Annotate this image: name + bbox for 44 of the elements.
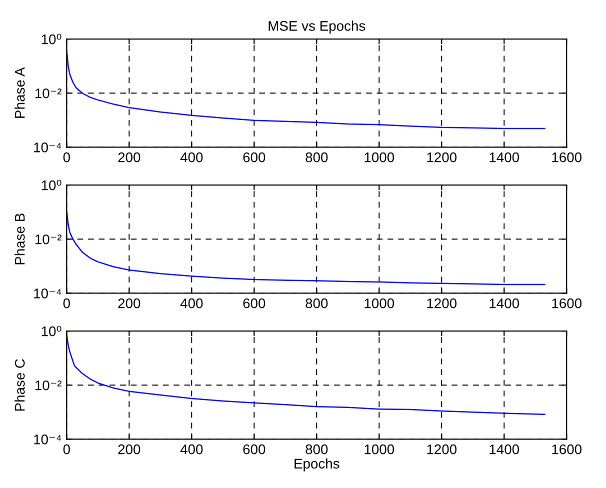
line-series xyxy=(66,334,546,415)
y-tick-label: 10⁻² xyxy=(35,234,62,244)
x-tick-label: 1200 xyxy=(427,298,457,308)
y-tick-label: 10⁰ xyxy=(42,34,62,44)
x-tick-label: 400 xyxy=(180,152,203,162)
x-tick-label: 600 xyxy=(243,444,266,454)
y-axis-title: Phase B xyxy=(14,214,25,264)
x-tick-label: 400 xyxy=(180,298,203,308)
x-tick-label: 200 xyxy=(118,152,140,162)
x-tick-label: 200 xyxy=(118,298,140,308)
x-tick-label: 800 xyxy=(306,298,328,308)
y-tick-label: 10⁰ xyxy=(42,180,62,190)
x-tick-label: 1400 xyxy=(490,444,520,454)
y-axis-title: Phase A xyxy=(14,67,25,118)
x-tick-label: 1400 xyxy=(490,152,520,162)
x-tick-label: 800 xyxy=(306,444,328,454)
y-tick-label: 10⁰ xyxy=(42,326,62,336)
x-tick-label: 1600 xyxy=(552,444,582,454)
x-tick-label: 600 xyxy=(243,152,266,162)
x-tick-label: 0 xyxy=(63,444,70,454)
x-tick-label: 1400 xyxy=(490,298,520,308)
x-tick-label: 800 xyxy=(306,152,328,162)
y-axis-title: Phase C xyxy=(14,359,25,411)
x-tick-label: 1200 xyxy=(427,444,457,454)
line-series xyxy=(66,210,546,286)
chart-title: MSE vs Epochs xyxy=(268,20,366,34)
y-tick-label: 10⁻⁴ xyxy=(34,288,62,298)
x-tick-label: 1000 xyxy=(364,152,394,162)
y-tick-label: 10⁻² xyxy=(35,88,62,98)
x-tick-label: 200 xyxy=(118,444,140,454)
x-tick-label: 0 xyxy=(63,298,70,308)
x-tick-label: 600 xyxy=(243,298,266,308)
y-tick-label: 10⁻⁴ xyxy=(34,142,62,152)
x-tick-label: 1600 xyxy=(552,152,582,162)
y-tick-label: 10⁻² xyxy=(35,380,62,390)
x-tick-label: 1000 xyxy=(364,444,394,454)
x-tick-label: 0 xyxy=(63,152,70,162)
x-tick-label: 400 xyxy=(180,444,203,454)
x-axis-title: Epochs xyxy=(294,458,340,472)
y-tick-label: 10⁻⁴ xyxy=(34,434,62,444)
x-tick-label: 1000 xyxy=(364,298,394,308)
line-series xyxy=(66,50,546,130)
x-tick-label: 1200 xyxy=(427,152,457,162)
x-tick-label: 1600 xyxy=(552,298,582,308)
